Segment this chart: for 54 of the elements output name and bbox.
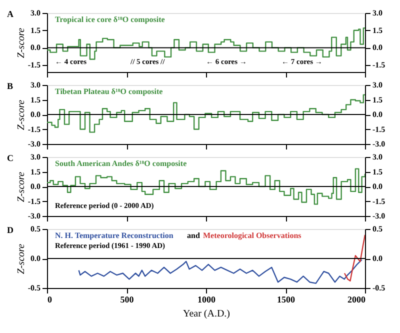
chart-title: A — [7, 9, 14, 19]
y2-tick-label: 3.0 — [372, 80, 382, 90]
y2-tick-label: 0.0 — [372, 43, 382, 52]
y-tick-label: 3.0 — [30, 8, 40, 18]
x-tick-label: 1500 — [277, 294, 296, 304]
y-tick-label: 3.0 — [30, 80, 40, 90]
annotation: and — [187, 231, 200, 240]
x-tick-label: 0 — [48, 294, 52, 304]
chart-title: D — [7, 225, 14, 235]
y2-tick-label: 3.0 — [372, 8, 382, 18]
y-axis-title: Z-score — [16, 243, 27, 274]
y-tick-label: -3.0 — [28, 140, 40, 148]
y2-tick-label: 1.5 — [372, 95, 382, 104]
y2-tick-label: 0.0 — [372, 254, 382, 263]
y-tick-label: -0.5 — [28, 284, 40, 292]
y2-tick-label: -1.5 — [372, 124, 386, 134]
text: Tropical ice core δ¹⁸O composite — [55, 15, 166, 24]
y-tick-label: 0.0 — [30, 110, 40, 119]
y2-tick-label: -1.5 — [372, 60, 386, 70]
y-tick-label: 0.0 — [30, 254, 40, 263]
y2-tick-label: -1.5 — [372, 196, 386, 206]
y-tick-label: 1.5 — [30, 95, 40, 104]
y2-tick-label: 0.0 — [372, 182, 382, 191]
series-label: South American Andes δ¹⁸O composite — [55, 159, 188, 168]
x-tick-label: 500 — [120, 294, 134, 304]
y-tick-label: 0.0 — [30, 43, 40, 52]
y-tick-label: 1.5 — [30, 167, 40, 176]
x-tick-label: 2000 — [348, 294, 366, 304]
y2-tick-label: 1.5 — [372, 167, 382, 176]
y-tick-label: 0.0 — [30, 182, 40, 191]
y-tick-label: 1.5 — [30, 26, 40, 35]
y-axis-title: Z-score — [16, 99, 27, 130]
y2-tick-label: 0.5 — [372, 224, 382, 234]
y-tick-label: -1.5 — [28, 60, 40, 70]
y2-tick-label: 0.0 — [372, 110, 382, 119]
y2-tick-label: -3.0 — [372, 140, 386, 148]
x-axis-title: Year (A.D.) — [182, 308, 230, 320]
y2-tick-label: 1.5 — [372, 26, 382, 35]
y-tick-label: -1.5 — [28, 124, 40, 134]
y2-tick-label: -3.0 — [372, 212, 386, 220]
text: N. H. Temperature Reconstruction — [55, 231, 174, 240]
y2-tick-label: -0.5 — [372, 284, 386, 292]
y-axis-title: Z-score — [16, 27, 27, 58]
y-tick-label: 0.5 — [30, 224, 40, 234]
series-label: Tibetan Plateau δ¹⁸O composite — [55, 87, 164, 96]
y2-tick-label: 3.0 — [372, 152, 382, 162]
y-tick-label: 3.0 — [30, 152, 40, 162]
chart-title: C — [7, 153, 14, 163]
text: Meteorological Observations — [203, 231, 302, 240]
y-axis-title: Z-score — [16, 171, 27, 202]
y-tick-label: -1.5 — [28, 196, 40, 206]
chart-title: B — [7, 81, 14, 91]
x-tick-label: 1000 — [198, 294, 216, 304]
y-tick-label: -3.0 — [28, 212, 40, 220]
